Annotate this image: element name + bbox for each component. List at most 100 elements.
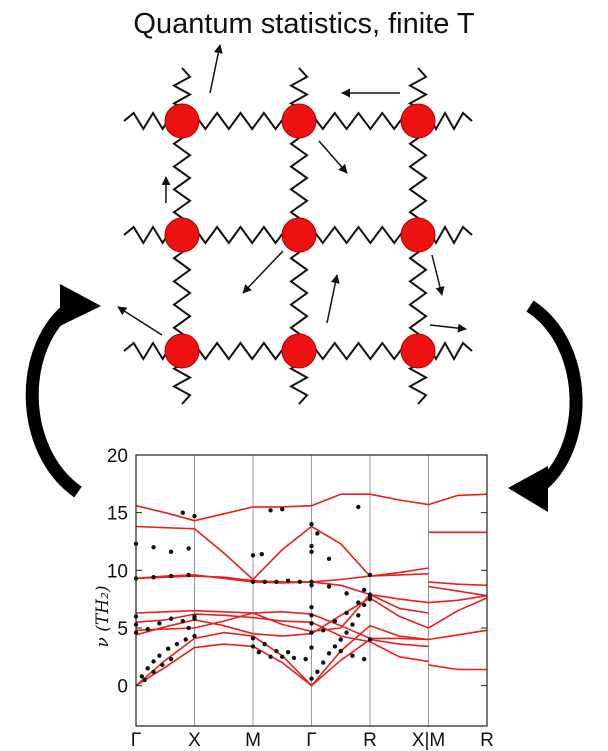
experimental-point: [259, 551, 264, 557]
experimental-point: [280, 507, 285, 512]
experimental-point: [151, 545, 156, 550]
experimental-point: [309, 521, 314, 527]
x-tick-label: X|M: [412, 730, 445, 751]
plot-frame: [135, 454, 488, 727]
experimental-point: [303, 656, 308, 662]
displacement-arrow: [117, 306, 163, 336]
x-tick-label: R: [480, 730, 494, 751]
atom-node: [164, 217, 200, 253]
experimental-point: [268, 508, 273, 513]
x-tick-label: M: [245, 730, 261, 751]
experimental-point: [250, 579, 256, 585]
right-cycle-arrow: [526, 300, 583, 494]
atom-node: [281, 217, 317, 253]
phonon-band-line: [428, 594, 488, 604]
experimental-point: [309, 621, 314, 626]
experimental-point: [309, 613, 314, 618]
experimental-point: [315, 531, 320, 536]
experimental-point: [309, 543, 314, 549]
y-tick-label: 15: [107, 504, 128, 525]
experimental-point: [192, 513, 197, 519]
x-tick-label: Γ: [131, 730, 141, 751]
experimental-point: [250, 553, 256, 558]
spring-vertical: [289, 234, 309, 352]
experimental-point: [309, 579, 314, 585]
atom-node: [400, 217, 436, 253]
experimental-point: [186, 546, 191, 551]
experimental-point: [157, 621, 162, 626]
experimental-point: [344, 630, 349, 635]
experimental-point: [262, 641, 267, 647]
experimental-point: [183, 637, 188, 642]
displacement-arrow: [242, 250, 284, 294]
phonon-band-line: [135, 574, 429, 604]
phonon-band-line: [428, 664, 487, 671]
x-tick-label: X: [188, 730, 201, 751]
experimental-point: [250, 636, 256, 641]
spring-vertical: [408, 234, 428, 352]
experimental-point: [168, 573, 174, 579]
experimental-point: [338, 637, 343, 642]
experimental-point: [165, 646, 171, 651]
phonon-band-line: [135, 593, 429, 633]
spring-horizontal: [298, 225, 419, 245]
experimental-point: [356, 600, 361, 605]
phonon-band-line: [428, 585, 488, 597]
experimental-point: [326, 651, 332, 656]
phonon-band-line: [428, 629, 488, 641]
experimental-point: [174, 641, 180, 647]
cycle-arrows: [25, 284, 583, 512]
experimental-point: [192, 633, 197, 639]
right-cycle-arrowhead: [508, 466, 548, 512]
experimental-point: [168, 616, 174, 621]
y-tick-label: 10: [107, 561, 128, 582]
experimental-point: [274, 648, 279, 654]
experimental-point: [367, 594, 373, 600]
experimental-point: [309, 583, 314, 588]
experimental-point: [367, 572, 373, 578]
experimental-point: [344, 591, 349, 596]
experimental-point: [168, 656, 174, 662]
y-tick-label: 0: [117, 677, 128, 698]
experimental-point: [192, 614, 197, 619]
displacement-arrow: [209, 44, 223, 94]
left-cycle-arrowhead: [60, 284, 101, 326]
phonon-band-line: [135, 609, 429, 641]
experimental-point: [139, 674, 145, 679]
experimental-point: [309, 645, 314, 650]
experimental-point: [157, 653, 162, 658]
spring-horizontal: [298, 341, 419, 361]
experimental-point: [356, 613, 361, 618]
experimental-point: [338, 648, 343, 654]
experimental-point: [350, 622, 355, 627]
atom-node: [281, 103, 317, 139]
experimental-point: [151, 575, 156, 580]
experimental-point: [309, 605, 314, 610]
experimental-point: [291, 655, 297, 661]
figure-title: Quantum statistics, finite T: [133, 8, 475, 40]
y-axis-label: ν (TH₂): [93, 585, 113, 647]
experimental-point: [361, 602, 367, 608]
experimental-point: [326, 556, 332, 561]
experimental-point: [250, 644, 256, 649]
x-tick-label: Γ: [306, 730, 316, 751]
y-tick-label: 20: [107, 446, 128, 467]
experimental-point: [285, 578, 291, 583]
experimental-point: [332, 618, 338, 624]
experimental-point: [285, 649, 291, 655]
displacement-arrow: [431, 254, 445, 296]
displacement-arrow: [326, 274, 340, 324]
experimental-point: [361, 587, 367, 593]
experimental-point: [297, 579, 302, 585]
phonon-band-line: [428, 493, 488, 506]
phonon-band-line: [135, 638, 429, 687]
experimental-point: [268, 654, 273, 660]
experimental-point: [186, 572, 191, 578]
experimental-point: [180, 510, 185, 515]
atom-node: [164, 103, 200, 139]
experimental-point: [168, 549, 174, 555]
experimental-point: [350, 653, 355, 658]
y-tick-label: 5: [117, 619, 128, 640]
phonon-band-line: [135, 525, 429, 581]
